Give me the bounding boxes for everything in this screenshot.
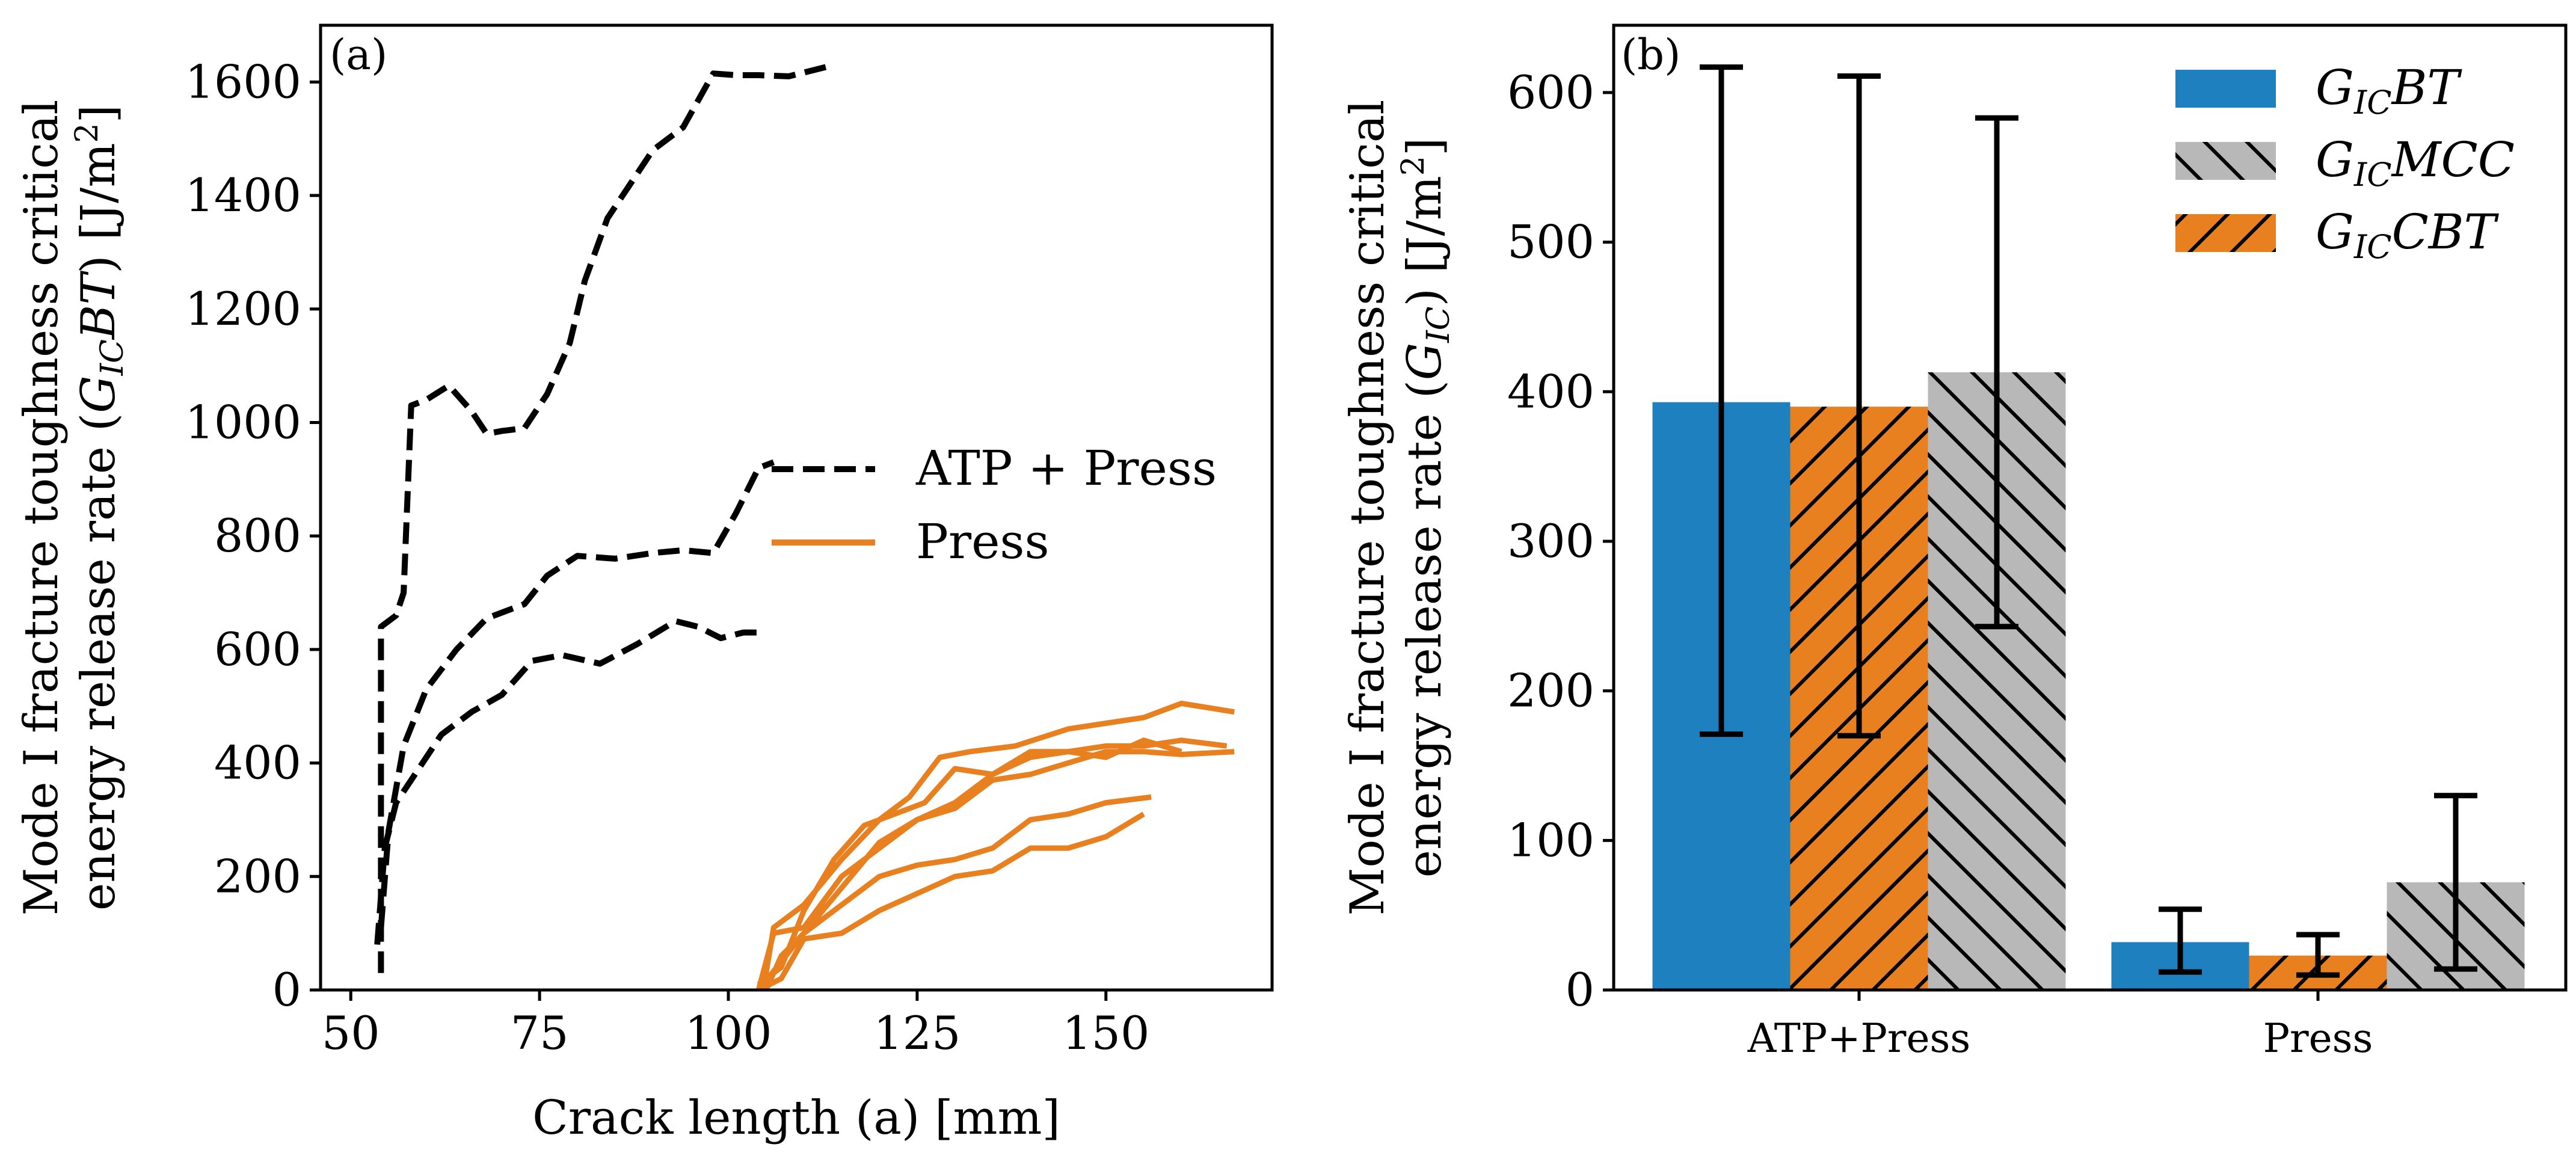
y-axis-label-line2: energy release rate (GICBT) [J/m2] xyxy=(69,105,131,911)
series-line-7 xyxy=(757,811,1145,990)
series-line-5 xyxy=(763,749,1235,990)
legend: GICBT GICMCC GICCBT xyxy=(2175,60,2515,266)
y-tick-label: 300 xyxy=(1507,514,1594,568)
y-tick-label: 600 xyxy=(214,623,301,676)
y-label-symbol: G xyxy=(72,375,126,413)
y-tick-label: 1400 xyxy=(185,168,301,222)
y-tick-label: 200 xyxy=(1507,664,1594,718)
y-label-unit: ) [J/m xyxy=(72,143,126,274)
series-line-6 xyxy=(757,737,1182,987)
series-line-3 xyxy=(756,701,1235,990)
legend-label-atp: ATP + Press xyxy=(915,440,1217,496)
bar-chart-panel: 0 100 200 300 400 500 600 ATP+Press Press (b) M… xyxy=(1341,23,2568,1062)
y-axis: 0 200 400 600 800 1000 1200 1400 1600 xyxy=(185,55,321,1016)
x-tick-label: 125 xyxy=(873,1006,961,1060)
series-line-8 xyxy=(756,794,1152,990)
y-axis-label-line1: Mode I fracture toughness critical xyxy=(1341,100,1395,916)
legend-swatch-bt xyxy=(2175,70,2276,108)
y-axis: 0 100 200 300 400 500 600 xyxy=(1507,66,1614,1016)
legend-label-mcc: GICMCC xyxy=(2316,132,2515,194)
series-line-0 xyxy=(378,62,835,973)
y-tick-label: 1200 xyxy=(185,282,301,336)
y-label-sub: IC xyxy=(1421,306,1457,343)
y-tick-label: 500 xyxy=(1507,215,1594,269)
legend-label-bt: GICBT xyxy=(2316,60,2462,121)
y-tick-label: 0 xyxy=(1566,963,1594,1016)
y-label-unit-suffix: ] xyxy=(72,105,126,123)
y-tick-label: 400 xyxy=(1507,364,1594,418)
series-line-1 xyxy=(378,459,775,928)
y-label-sub: IC xyxy=(94,339,131,376)
x-axis: 50 75 100 125 150 xyxy=(322,990,1149,1060)
y-label-prefix: energy release rate ( xyxy=(1398,380,1452,878)
line-series-group xyxy=(374,62,1235,990)
y-label-unit: ) [J/m xyxy=(1398,176,1452,306)
y-label-unit-sup: 2 xyxy=(69,123,105,143)
y-tick-label: 600 xyxy=(1507,66,1594,119)
y-tick-label: 400 xyxy=(214,736,301,790)
x-tick-label: 100 xyxy=(684,1006,772,1060)
y-tick-label: 1000 xyxy=(185,395,301,449)
legend: ATP + Press Press xyxy=(772,440,1217,570)
y-label-prefix: energy release rate ( xyxy=(72,413,126,911)
y-tick-label: 800 xyxy=(214,509,301,562)
y-label-unit-sup: 2 xyxy=(1395,156,1431,176)
y-axis-label-line1: Mode I fracture toughness critical xyxy=(14,100,69,916)
x-axis-label: Crack length (a) [mm] xyxy=(532,1091,1060,1145)
y-tick-label: 200 xyxy=(214,849,301,903)
plot-frame xyxy=(319,23,1274,992)
y-label-symbol: G xyxy=(1398,343,1452,380)
y-axis-label-line2: energy release rate (GIC) [J/m2] xyxy=(1395,138,1457,878)
series-line-2 xyxy=(374,618,766,945)
x-axis: ATP+Press Press xyxy=(1747,990,2373,1062)
legend-swatch-cbt xyxy=(2175,214,2276,252)
category-label: Press xyxy=(2263,1015,2373,1062)
panel-label: (a) xyxy=(330,30,387,79)
y-tick-label: 100 xyxy=(1507,813,1594,867)
y-label-symbol-tail: BT xyxy=(72,271,126,340)
legend-label-cbt: GICCBT xyxy=(2316,204,2500,266)
y-tick-label: 1600 xyxy=(185,55,301,108)
x-tick-label: 150 xyxy=(1062,1006,1149,1060)
y-label-unit-suffix: ] xyxy=(1398,138,1452,156)
category-label: ATP+Press xyxy=(1747,1015,1971,1062)
x-tick-label: 50 xyxy=(322,1006,380,1060)
x-tick-label: 75 xyxy=(511,1006,569,1060)
legend-label-press: Press xyxy=(916,514,1050,570)
plot-frame xyxy=(1612,23,2568,992)
y-tick-label: 0 xyxy=(272,963,301,1016)
bar-group xyxy=(1652,372,2525,990)
line-chart-panel: 0 200 400 600 800 1000 1200 1400 1600 50 75 100 125… xyxy=(14,23,1274,1145)
legend-swatch-mcc xyxy=(2175,142,2276,180)
panel-label: (b) xyxy=(1621,30,1680,79)
error-bar-group xyxy=(1700,64,2477,978)
